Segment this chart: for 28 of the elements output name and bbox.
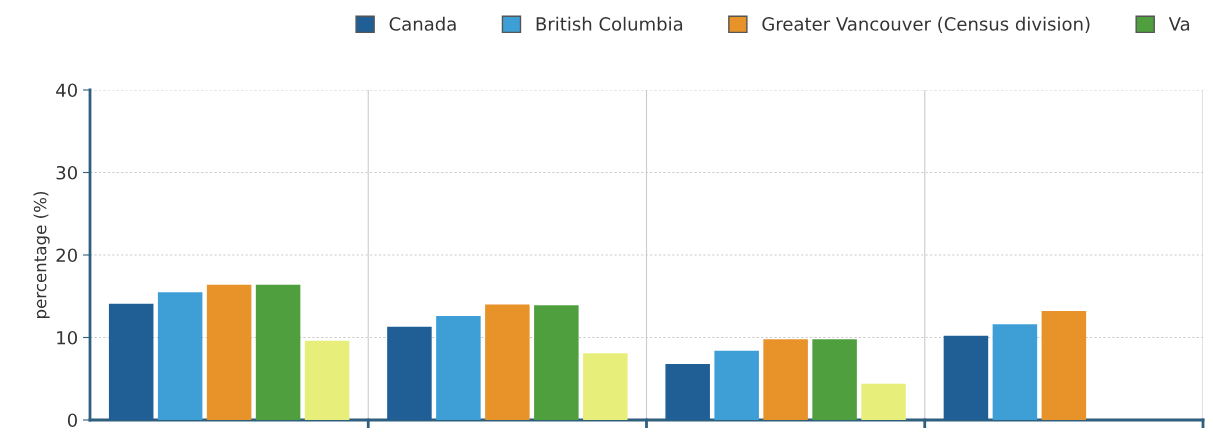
bar (534, 305, 579, 420)
legend-label: Canada (389, 16, 456, 31)
bar (665, 363, 710, 420)
legend-label: Greater Vancouver (Census division) (762, 16, 1090, 33)
bar (255, 284, 301, 420)
y-tick-label: 10 (57, 330, 77, 345)
bar (108, 303, 154, 420)
legend-label: Va (1168, 17, 1190, 31)
bar (206, 284, 252, 420)
bar (943, 335, 989, 420)
bar (485, 304, 530, 420)
y-tick-label: 0 (67, 413, 77, 428)
bar (583, 353, 628, 420)
bar (304, 340, 350, 420)
bar (763, 339, 808, 420)
bar (1041, 311, 1087, 420)
bar (157, 292, 203, 420)
bar (387, 326, 432, 420)
bar (714, 350, 759, 420)
bar (812, 339, 857, 420)
bar (992, 324, 1038, 420)
y-tick-label: 40 (56, 83, 77, 98)
y-axis-title: percentage (%) (33, 191, 50, 318)
legend-label: British Columbia (536, 16, 683, 31)
y-tick-label: 30 (56, 165, 77, 180)
bar (861, 383, 906, 420)
y-tick-label: 20 (56, 248, 77, 263)
bar (436, 316, 481, 420)
